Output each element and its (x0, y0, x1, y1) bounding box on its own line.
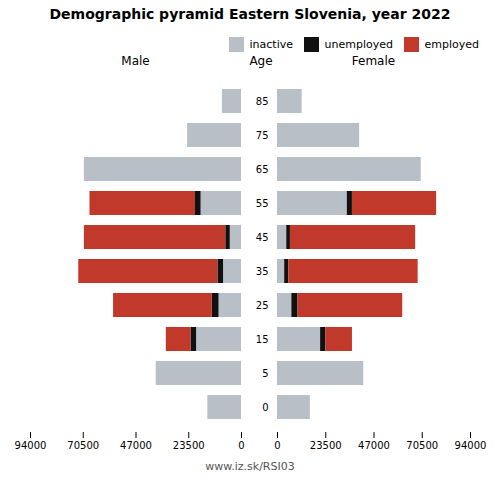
svg-text:5: 5 (262, 368, 268, 379)
svg-text:0: 0 (262, 402, 268, 413)
svg-text:23500: 23500 (310, 440, 342, 451)
svg-text:45: 45 (256, 232, 269, 243)
svg-text:47000: 47000 (358, 440, 390, 451)
html-text:Female: Female (351, 54, 396, 68)
svg-text:75: 75 (256, 130, 269, 141)
svg-text:25: 25 (256, 300, 269, 311)
svg-text:35: 35 (256, 266, 269, 277)
html-text:Demographic pyramid Eastern Sl: Demographic pyramid Eastern Slovenia, ye… (49, 6, 451, 22)
svg-text:47000: 47000 (120, 440, 152, 451)
svg-text:85: 85 (256, 96, 269, 107)
svg-text:70500: 70500 (67, 440, 99, 451)
svg-text:94000: 94000 (15, 440, 47, 451)
html-text:Age: Age (249, 54, 273, 68)
svg-text:65: 65 (256, 164, 269, 175)
svg-text:0: 0 (274, 440, 280, 451)
svg-text:0: 0 (238, 440, 244, 451)
svg-text:15: 15 (256, 334, 269, 345)
html-text:Male: Male (121, 54, 150, 68)
html-text:employed: employed (424, 38, 479, 51)
svg-text:94000: 94000 (455, 440, 487, 451)
svg-text:70500: 70500 (406, 440, 438, 451)
svg-text:23500: 23500 (173, 440, 205, 451)
html-text:inactive: inactive (249, 38, 293, 51)
svg-text:55: 55 (256, 198, 269, 209)
html-text:www.iz.sk/RSI03: www.iz.sk/RSI03 (205, 460, 295, 473)
html-text:unemployed: unemployed (324, 38, 393, 51)
